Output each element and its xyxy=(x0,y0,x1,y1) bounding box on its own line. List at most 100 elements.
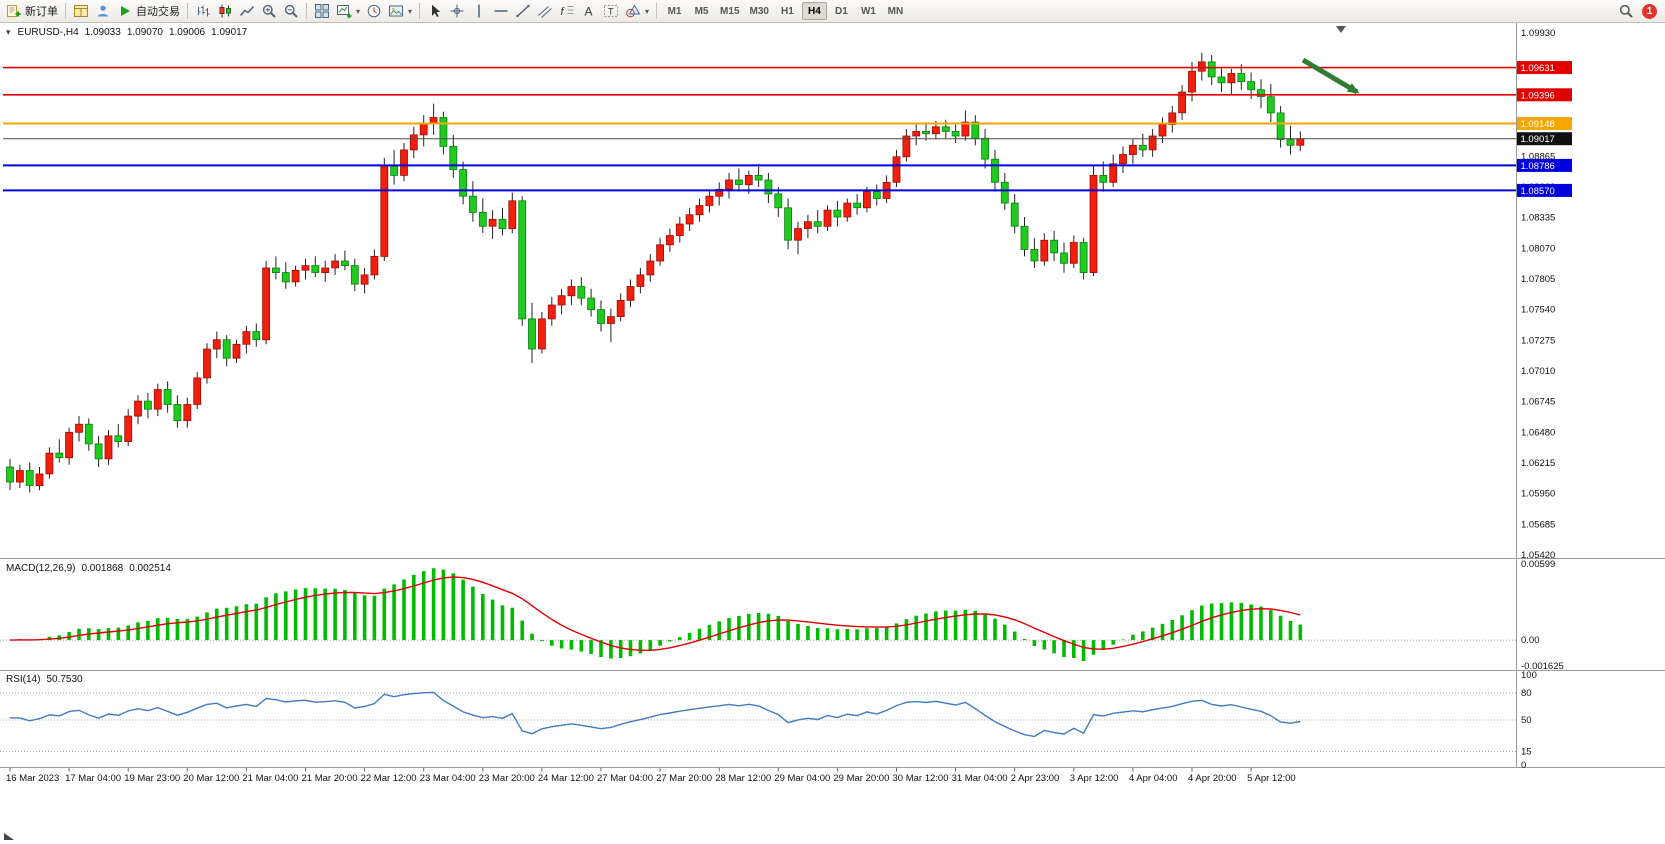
charts-window-button[interactable] xyxy=(70,1,92,21)
auto-trading-button-label: 自动交易 xyxy=(136,6,180,18)
snapshot-button[interactable]: ▾ xyxy=(385,1,415,21)
svg-text:23 Mar 04:00: 23 Mar 04:00 xyxy=(420,773,476,784)
rsi-value: 50.7530 xyxy=(46,674,83,685)
timeframe-h4-button[interactable]: H4 xyxy=(801,2,827,20)
svg-text:1.09631: 1.09631 xyxy=(1521,63,1555,74)
svg-text:100: 100 xyxy=(1521,670,1537,681)
rsi-pane xyxy=(0,691,1516,752)
new-chart-button[interactable]: ▾ xyxy=(333,1,363,21)
svg-text:20 Mar 12:00: 20 Mar 12:00 xyxy=(183,773,239,784)
chart-shift-marker[interactable] xyxy=(1336,26,1346,33)
period-clock-button[interactable] xyxy=(363,1,385,21)
trendline-icon xyxy=(516,4,530,18)
svg-text:1.09930: 1.09930 xyxy=(1521,28,1555,39)
timeframe-m15-button[interactable]: M15 xyxy=(716,2,743,20)
vertical-line-button[interactable] xyxy=(468,1,490,21)
label-button[interactable]: T xyxy=(600,1,622,21)
svg-text:28 Mar 12:00: 28 Mar 12:00 xyxy=(715,773,771,784)
macd-signal-value: 0.002514 xyxy=(129,563,171,574)
time-axis[interactable]: 16 Mar 2023 17 Mar 04:00 19 Mar 23:00 20 Ma… xyxy=(6,767,1296,785)
market-watch-button[interactable] xyxy=(92,1,114,21)
svg-text:2 Apr 23:00: 2 Apr 23:00 xyxy=(1011,773,1060,784)
svg-text:17 Mar 04:00: 17 Mar 04:00 xyxy=(65,773,121,784)
quote-close: 1.09017 xyxy=(211,27,248,38)
svg-text:16 Mar 2023: 16 Mar 2023 xyxy=(6,773,59,784)
timeframe-m30-button[interactable]: M30 xyxy=(746,2,773,20)
macd-indicator-label: MACD(12,26,9) 0.001868 0.002514 xyxy=(6,563,171,574)
fibonacci-button[interactable]: f xyxy=(556,1,578,21)
dropdown-arrow-icon[interactable]: ▾ xyxy=(356,6,361,16)
new-order-button-label: 新订单 xyxy=(25,6,58,18)
timeframe-h1-button[interactable]: H1 xyxy=(775,2,800,20)
text-button[interactable]: A xyxy=(578,1,600,21)
profile-icon xyxy=(97,5,109,17)
text-icon: A xyxy=(585,5,593,19)
zoom-in-button[interactable] xyxy=(258,1,280,21)
trend-arrow-annotation[interactable] xyxy=(1301,57,1360,95)
resistance-line-upper-badge xyxy=(1517,61,1572,75)
svg-text:-0.001625: -0.001625 xyxy=(1521,661,1564,672)
svg-text:1.07275: 1.07275 xyxy=(1521,335,1555,346)
svg-text:1.05685: 1.05685 xyxy=(1521,519,1555,530)
shapes-button[interactable]: ▾ xyxy=(622,1,652,21)
bar-chart-button[interactable] xyxy=(192,1,214,21)
channel-icon xyxy=(538,6,552,18)
current-price-line-badge xyxy=(1517,132,1572,146)
svg-text:5 Apr 12:00: 5 Apr 12:00 xyxy=(1247,773,1296,784)
svg-text:1.06745: 1.06745 xyxy=(1521,397,1555,408)
timeframe-m1-button[interactable]: M1 xyxy=(662,2,687,20)
timeframe-m5-button[interactable]: M5 xyxy=(689,2,714,20)
svg-text:1.08070: 1.08070 xyxy=(1521,243,1555,254)
crosshair-icon xyxy=(450,4,464,18)
timeframe-mn-button[interactable]: MN xyxy=(883,2,908,20)
crosshair-button[interactable] xyxy=(446,1,468,21)
new-order-button[interactable]: 新订单 xyxy=(3,1,61,21)
svg-text:1.07540: 1.07540 xyxy=(1521,305,1555,316)
chart-canvas[interactable]: 1.099301.096601.093951.091301.088651.086… xyxy=(0,23,1665,844)
svg-text:0.00: 0.00 xyxy=(1521,635,1540,646)
zoom-out-button[interactable] xyxy=(280,1,302,21)
auto-trading-button[interactable]: 自动交易 xyxy=(114,1,183,21)
trendline-button[interactable] xyxy=(512,1,534,21)
svg-text:1.05950: 1.05950 xyxy=(1521,489,1555,500)
dropdown-arrow-icon[interactable]: ▾ xyxy=(645,6,650,16)
horizontal-line-button[interactable] xyxy=(490,1,512,21)
vline-icon xyxy=(478,4,480,18)
cursor-icon xyxy=(432,4,441,17)
pivot-line-badge xyxy=(1517,117,1572,130)
svg-text:T: T xyxy=(608,7,614,17)
snapshot-icon xyxy=(389,5,404,17)
svg-text:29 Mar 20:00: 29 Mar 20:00 xyxy=(833,773,889,784)
svg-text:4 Apr 04:00: 4 Apr 04:00 xyxy=(1129,773,1178,784)
svg-text:27 Mar 20:00: 27 Mar 20:00 xyxy=(656,773,712,784)
timeframe-d1-button[interactable]: D1 xyxy=(829,2,854,20)
notification-badge[interactable]: 1 xyxy=(1642,3,1657,19)
candlesticks xyxy=(6,52,1305,493)
search-button[interactable] xyxy=(1615,1,1637,21)
timeframe-w1-button[interactable]: W1 xyxy=(856,2,881,20)
toolbar-separator xyxy=(187,3,188,19)
channel-button[interactable] xyxy=(534,1,556,21)
dropdown-arrow-icon[interactable]: ▾ xyxy=(408,6,413,16)
price-axis[interactable]: 1.099301.096601.093951.091301.088651.086… xyxy=(1517,28,1572,771)
svg-text:50: 50 xyxy=(1521,715,1532,726)
cursor-button[interactable] xyxy=(424,1,446,21)
scroll-position-marker[interactable] xyxy=(4,833,14,840)
toolbar-separator xyxy=(419,3,421,19)
svg-text:21 Mar 20:00: 21 Mar 20:00 xyxy=(302,773,358,784)
svg-text:80: 80 xyxy=(1521,688,1532,699)
new-chart-icon xyxy=(337,5,352,19)
line-chart-button[interactable] xyxy=(236,1,258,21)
zoom-out-icon xyxy=(284,4,298,18)
support-line-upper-badge xyxy=(1517,158,1572,172)
tile-windows-button[interactable] xyxy=(311,1,333,21)
svg-text:31 Mar 04:00: 31 Mar 04:00 xyxy=(952,773,1008,784)
collapse-arrow-icon[interactable]: ▾ xyxy=(6,27,11,37)
svg-text:4 Apr 20:00: 4 Apr 20:00 xyxy=(1188,773,1237,784)
chart-title: ▾ EURUSD-,H4 1.09033 1.09070 1.09006 1.0… xyxy=(6,27,247,38)
annotations xyxy=(4,26,1360,840)
svg-text:1.08335: 1.08335 xyxy=(1521,213,1555,224)
candlestick-chart-button[interactable] xyxy=(214,1,236,21)
chart-window[interactable]: ▾ EURUSD-,H4 1.09033 1.09070 1.09006 1.0… xyxy=(0,23,1665,844)
